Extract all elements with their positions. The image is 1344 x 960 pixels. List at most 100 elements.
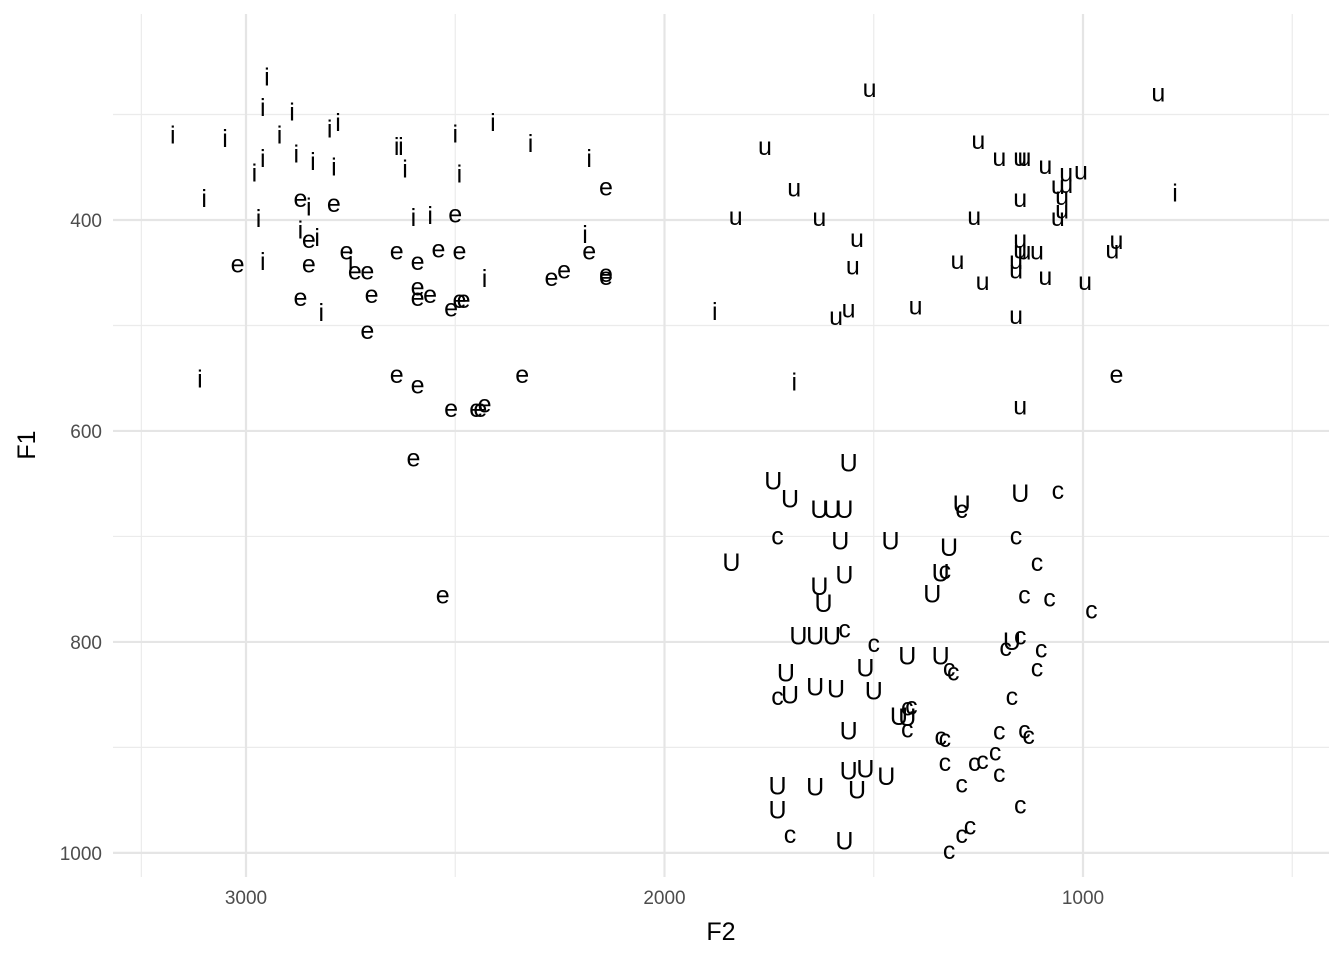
point-u: u	[1013, 226, 1027, 254]
point-u: u	[1055, 183, 1069, 211]
point-u: u	[1051, 204, 1065, 232]
point-c: c	[868, 630, 881, 658]
point-u: u	[850, 225, 864, 253]
point-u-upper: U	[806, 623, 824, 651]
point-c: c	[1010, 522, 1023, 550]
point-c: c	[964, 813, 977, 841]
x-tick-label: 3000	[225, 888, 267, 909]
point-e: e	[360, 258, 374, 286]
point-c: c	[905, 692, 918, 720]
point-u-upper: U	[932, 559, 950, 587]
point-e: e	[411, 372, 425, 400]
point-c: c	[943, 654, 956, 682]
point-u-upper: U	[810, 496, 828, 524]
point-c: c	[976, 747, 989, 775]
point-u-upper: U	[932, 643, 950, 671]
point-u-upper: U	[848, 777, 866, 805]
point-i: i	[260, 145, 266, 173]
point-e: e	[432, 236, 446, 264]
point-i: i	[394, 133, 400, 161]
point-i: i	[260, 94, 266, 122]
point-u: u	[976, 268, 990, 296]
point-c: c	[939, 725, 952, 753]
point-e: e	[599, 173, 613, 201]
x-axis-tick-labels: 3000 2000 1000	[225, 888, 1104, 909]
point-i: i	[264, 64, 270, 92]
point-i: i	[260, 248, 266, 276]
point-u-upper: U	[806, 673, 824, 701]
point-c: c	[993, 718, 1006, 746]
point-u-upper: U	[953, 491, 971, 519]
point-i: i	[222, 125, 228, 153]
point-e: e	[436, 582, 450, 610]
point-c: c	[1006, 683, 1019, 711]
point-c: c	[968, 749, 981, 777]
point-u-upper: U	[840, 718, 858, 746]
point-e: e	[231, 250, 245, 278]
point-i: i	[197, 365, 203, 393]
point-c: c	[1052, 477, 1065, 505]
point-i: i	[582, 221, 588, 249]
point-i: i	[482, 265, 488, 293]
point-i: i	[331, 153, 337, 181]
point-c: c	[1031, 549, 1044, 577]
point-u-upper: U	[865, 677, 883, 705]
point-u: u	[1017, 238, 1031, 266]
point-i: i	[170, 122, 176, 150]
point-u: u	[1105, 237, 1119, 265]
point-e: e	[478, 391, 492, 419]
point-u: u	[1059, 171, 1073, 199]
point-u: u	[1030, 238, 1044, 266]
point-i: i	[712, 298, 718, 326]
point-i: i	[457, 161, 463, 189]
point-u: u	[1009, 302, 1023, 330]
point-u: u	[1009, 257, 1023, 285]
y-axis-title: F1	[13, 430, 41, 459]
point-u-upper: U	[923, 580, 941, 608]
point-c: c	[939, 557, 952, 585]
point-e: e	[1110, 361, 1124, 389]
point-e: e	[545, 264, 559, 292]
point-u: u	[812, 204, 826, 232]
x-tick-label: 1000	[1062, 888, 1104, 909]
point-c: c	[1085, 596, 1098, 624]
point-c: c	[1022, 722, 1035, 750]
point-c: c	[989, 739, 1002, 767]
point-i: i	[201, 185, 207, 213]
point-e: e	[411, 274, 425, 302]
point-u-upper: U	[856, 756, 874, 784]
point-e: e	[599, 260, 613, 288]
point-u-upper: U	[835, 561, 853, 589]
point-u-upper: U	[722, 549, 740, 577]
point-u-upper: U	[831, 528, 849, 556]
point-e: e	[599, 263, 613, 291]
point-u: u	[1013, 237, 1027, 265]
point-i: i	[335, 109, 341, 137]
point-e: e	[365, 281, 379, 309]
point-c: c	[838, 615, 851, 643]
y-axis-tick-labels: 400 600 800 1000	[60, 211, 102, 865]
point-e: e	[469, 395, 483, 423]
point-e: e	[444, 295, 458, 323]
point-c: c	[947, 659, 960, 687]
point-c: c	[901, 693, 914, 721]
point-e: e	[411, 284, 425, 312]
point-u-upper: U	[768, 797, 786, 825]
point-u: u	[863, 75, 877, 103]
point-i: i	[252, 160, 258, 188]
point-u-upper: U	[835, 496, 853, 524]
point-e: e	[457, 286, 471, 314]
point-c: c	[955, 770, 968, 798]
point-i: i	[528, 130, 534, 158]
point-u-upper: U	[856, 654, 874, 682]
point-e: e	[452, 238, 466, 266]
point-i: i	[314, 224, 320, 252]
point-c: c	[955, 496, 968, 524]
point-e: e	[582, 238, 596, 266]
point-u-upper: U	[881, 528, 899, 556]
point-u-upper: U	[898, 643, 916, 671]
point-u-upper: U	[814, 590, 832, 618]
point-u-upper: U	[764, 468, 782, 496]
point-e: e	[360, 317, 374, 345]
